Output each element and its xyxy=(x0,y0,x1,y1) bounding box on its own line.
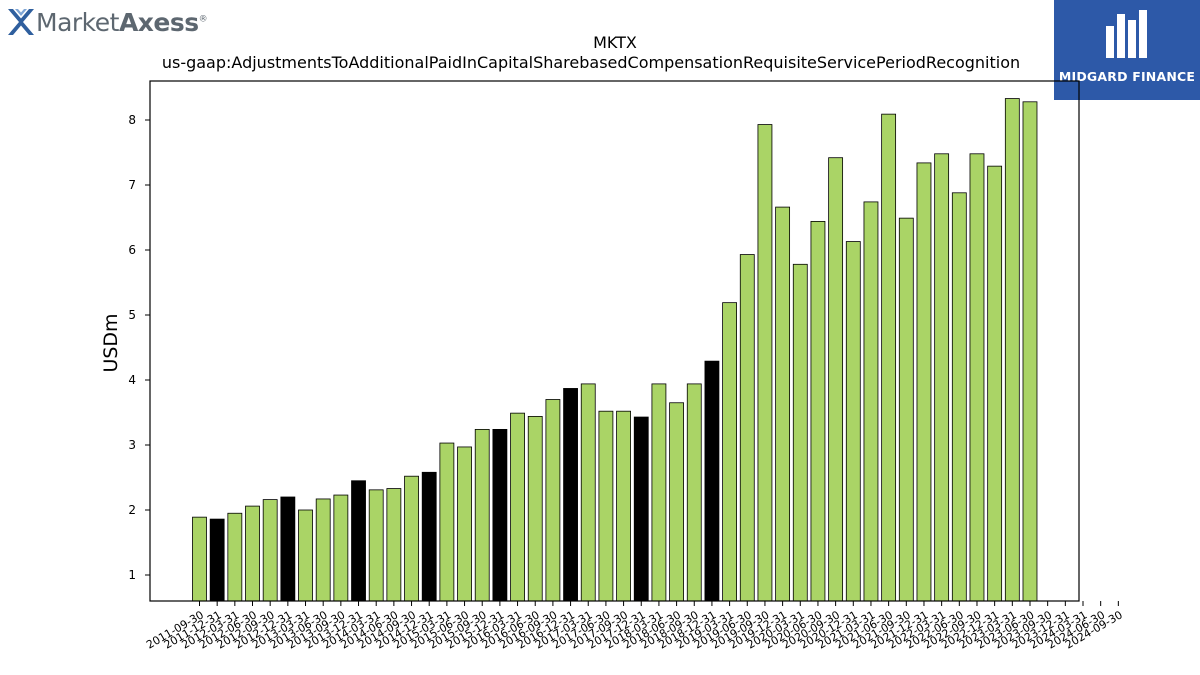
bar xyxy=(421,471,437,602)
marketaxess-wordmark: MarketAxess® xyxy=(36,7,208,37)
y-tick-label: 4 xyxy=(128,373,136,387)
bar xyxy=(368,489,384,602)
y-tick-label: 5 xyxy=(128,308,136,322)
bar xyxy=(881,113,897,602)
bar xyxy=(510,412,525,602)
bar xyxy=(298,509,313,602)
y-tick-label: 3 xyxy=(128,438,136,452)
y-ticks-group: 1 2 3 4 5 6 7 8 xyxy=(128,113,150,582)
bar xyxy=(439,442,455,602)
bar xyxy=(192,516,207,602)
bar xyxy=(934,153,950,602)
bar xyxy=(351,480,366,602)
bar xyxy=(969,153,985,602)
y-tick-label: 2 xyxy=(128,503,136,517)
bar xyxy=(545,399,561,602)
bar xyxy=(951,192,967,602)
bar xyxy=(722,302,737,602)
y-tick-label: 1 xyxy=(128,568,136,582)
bar xyxy=(686,383,702,602)
bar xyxy=(386,488,402,602)
bar xyxy=(457,446,472,602)
bar xyxy=(863,201,879,602)
bar xyxy=(404,475,419,602)
bar xyxy=(245,505,260,602)
y-tick-label: 6 xyxy=(128,243,136,257)
bar xyxy=(775,206,791,602)
y-axis-label: USDm xyxy=(100,313,122,372)
bar xyxy=(474,428,490,602)
bar xyxy=(492,428,508,602)
bar xyxy=(810,220,826,602)
bar xyxy=(616,410,631,602)
bar xyxy=(704,360,720,602)
y-tick-label: 8 xyxy=(128,113,136,127)
bar xyxy=(598,410,614,602)
bar xyxy=(739,254,755,602)
midgard-finance-logo: MIDGARD FINANCE xyxy=(1054,0,1200,100)
chart-subtitle: us-gaap:AdjustmentsToAdditionalPaidInCap… xyxy=(162,53,1020,72)
bar xyxy=(209,518,225,602)
bar xyxy=(845,241,861,602)
y-tick-label: 7 xyxy=(128,178,136,192)
bar xyxy=(1022,101,1038,602)
bar xyxy=(828,157,844,602)
bar xyxy=(633,416,649,602)
plot-frame xyxy=(149,80,1080,602)
bar xyxy=(669,402,684,602)
bar xyxy=(580,383,596,602)
bar xyxy=(262,499,278,602)
bar xyxy=(227,512,243,602)
bar xyxy=(757,124,773,602)
bar xyxy=(1004,98,1020,602)
bar xyxy=(527,415,543,602)
bar xyxy=(563,388,578,602)
marketaxess-x-icon xyxy=(8,9,34,35)
marketaxess-logo: MarketAxess® xyxy=(6,4,208,40)
bars-group xyxy=(192,98,1038,602)
bar xyxy=(651,383,667,602)
chart-title: MKTX xyxy=(593,33,637,52)
bar xyxy=(792,263,808,602)
bar xyxy=(280,496,296,602)
bar xyxy=(916,162,932,602)
bar xyxy=(987,165,1003,602)
x-ticks-group: 2011-09-302011-12-312012-03-312012-06-30… xyxy=(144,601,1125,652)
bar xyxy=(333,494,349,602)
bar xyxy=(898,217,914,602)
midgard-finance-wordmark: MIDGARD FINANCE xyxy=(1058,69,1196,84)
midgard-emblem-icon xyxy=(1106,10,1147,58)
bar xyxy=(315,498,331,602)
